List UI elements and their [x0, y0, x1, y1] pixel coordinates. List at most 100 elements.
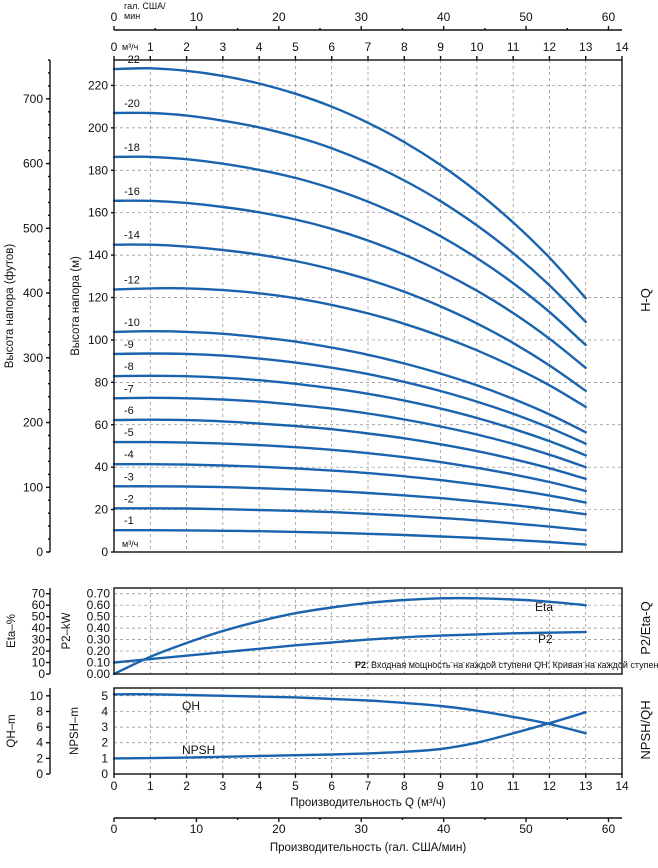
eta-tick-label: 50 — [32, 610, 46, 624]
top-m3-tick-label: 1 — [147, 40, 154, 54]
hq-curve-label: -7 — [124, 383, 134, 395]
qh-tick-label: 10 — [30, 689, 44, 703]
bottom-m3-tick-label: 3 — [220, 779, 227, 793]
hq-curve — [112, 155, 587, 347]
p2-curve — [112, 630, 587, 664]
top-m3-tick-label: 12 — [543, 40, 557, 54]
x-axis-title-gal: Производительность (гал. США/мин) — [270, 842, 466, 854]
y-tick-label-m: 100 — [88, 333, 108, 347]
npsh-tick-label: 3 — [101, 720, 108, 734]
p2-note-text: : Входная мощность на каждой ступени QH:… — [366, 660, 658, 670]
qh-curve-label: QH — [182, 699, 200, 713]
hq-curve — [112, 287, 587, 409]
eta-tick-label: 0 — [38, 667, 45, 681]
top-gal-unit-line1: гал. США/ — [124, 1, 166, 11]
p2-note-bold: P2 — [355, 660, 366, 670]
y-tick-label-feet: 0 — [36, 545, 43, 559]
top-m3-tick-label: 4 — [256, 40, 263, 54]
labels-layer: 0204060801001201401601802002200100200300… — [4, 1, 658, 854]
y-tick-label-feet: 500 — [23, 221, 43, 235]
y-tick-label-m: 0 — [101, 545, 108, 559]
hq-curve-label: -10 — [124, 317, 140, 329]
eta-curve — [112, 596, 587, 676]
eta-tick-label: 20 — [32, 644, 46, 658]
hq-curve — [112, 330, 587, 434]
qh-tick-label: 8 — [36, 704, 43, 718]
qh-tick-label: 0 — [36, 767, 43, 781]
top-m3-tick-label: 0 — [111, 40, 118, 54]
top-m3-tick-label: 10 — [470, 40, 484, 54]
hq-curve-label: -1 — [124, 515, 134, 527]
p2-axis-title: P2–kW — [61, 612, 73, 649]
qh-axis-title: QH–m — [6, 714, 18, 747]
qh-curve — [112, 693, 587, 735]
top-m3-tick-label: 7 — [365, 40, 372, 54]
npsh-axis-title: NPSH–m — [69, 707, 81, 755]
bottom-m3-tick-label: 11 — [507, 779, 520, 793]
p2-tick-label: 0.60 — [87, 598, 111, 612]
y-tick-label-m: 220 — [88, 78, 108, 92]
hq-curve-label: -20 — [124, 98, 140, 110]
y-axis-title-m: Высота напора (м) — [70, 256, 82, 356]
bottom-m3-tick-label: 1 — [147, 779, 154, 793]
eta-curve-label: Eta — [535, 600, 553, 614]
eta-tick-label: 40 — [32, 621, 46, 635]
section-label-p2eta: P2/Eta-Q — [638, 601, 653, 654]
hq-curve-label: -18 — [124, 142, 140, 154]
y-tick-label-m: 140 — [88, 248, 108, 262]
hq-curve-label: -8 — [124, 361, 134, 373]
top-m3-tick-label: 8 — [401, 40, 408, 54]
bottom-gal-tick-label: 30 — [355, 822, 369, 836]
hq-curve — [112, 396, 587, 469]
p2-tick-label: 0.50 — [87, 610, 111, 624]
top-m3-tick-label: 2 — [183, 40, 190, 54]
p2-tick-label: 0.70 — [87, 587, 111, 601]
top-m3-tick-label: 5 — [292, 40, 299, 54]
top-gal-tick-label: 0 — [111, 10, 118, 24]
bottom-m3-tick-label: 7 — [365, 779, 372, 793]
y-tick-label-m: 160 — [88, 206, 108, 220]
y-tick-label-m: 180 — [88, 163, 108, 177]
hq-curve — [112, 440, 587, 493]
eta-tick-label: 10 — [32, 656, 46, 670]
p2-note: P2: Входная мощность на каждой ступени Q… — [355, 660, 658, 670]
qh-tick-label: 2 — [36, 751, 43, 765]
hq-curve — [112, 199, 587, 370]
hq-curve — [112, 528, 587, 546]
bottom-m3-tick-label: 9 — [437, 779, 444, 793]
top-m3-tick-label: 13 — [579, 40, 593, 54]
y-axis-title-feet: Высота напора (футов) — [4, 244, 16, 369]
npsh-tick-label: 2 — [101, 736, 108, 750]
top-m3-tick-label: 6 — [328, 40, 335, 54]
hq-curve-label: -16 — [124, 186, 140, 198]
top-gal-tick-label: 20 — [272, 10, 286, 24]
p2-tick-label: 0.10 — [87, 656, 111, 670]
p2-tick-label: 0.30 — [87, 633, 111, 647]
bottom-m3-tick-label: 12 — [543, 779, 557, 793]
top-gal-tick-label: 60 — [602, 10, 616, 24]
p2-tick-label: 0.00 — [87, 667, 111, 681]
top-gal-tick-label: 50 — [519, 10, 533, 24]
bottom-m3-tick-label: 13 — [579, 779, 593, 793]
y-tick-label-feet: 300 — [23, 351, 43, 365]
hq-curve-label: -5 — [124, 427, 134, 439]
bottom-gal-tick-label: 40 — [437, 822, 451, 836]
y-tick-label-feet: 700 — [23, 92, 43, 106]
bottom-m3-tick-label: 14 — [615, 779, 629, 793]
y-tick-label-m: 40 — [95, 460, 109, 474]
eta-tick-label: 30 — [32, 633, 46, 647]
npsh-curve-label: NPSH — [182, 743, 215, 757]
bottom-m3-tick-label: 5 — [292, 779, 299, 793]
bottom-gal-tick-label: 60 — [602, 822, 616, 836]
y-tick-label-m: 80 — [95, 375, 109, 389]
top-gal-tick-label: 40 — [437, 10, 451, 24]
npsh-curve — [112, 711, 587, 760]
y-tick-label-m: 20 — [95, 503, 109, 517]
x-axis-title-m3: Производительность Q (м³/ч) — [290, 797, 446, 809]
top-gal-tick-label: 10 — [190, 10, 204, 24]
npsh-tick-label: 4 — [101, 704, 108, 718]
hq-curve — [112, 485, 587, 516]
eta-tick-label: 60 — [32, 598, 46, 612]
npsh-tick-label: 0 — [101, 767, 108, 781]
